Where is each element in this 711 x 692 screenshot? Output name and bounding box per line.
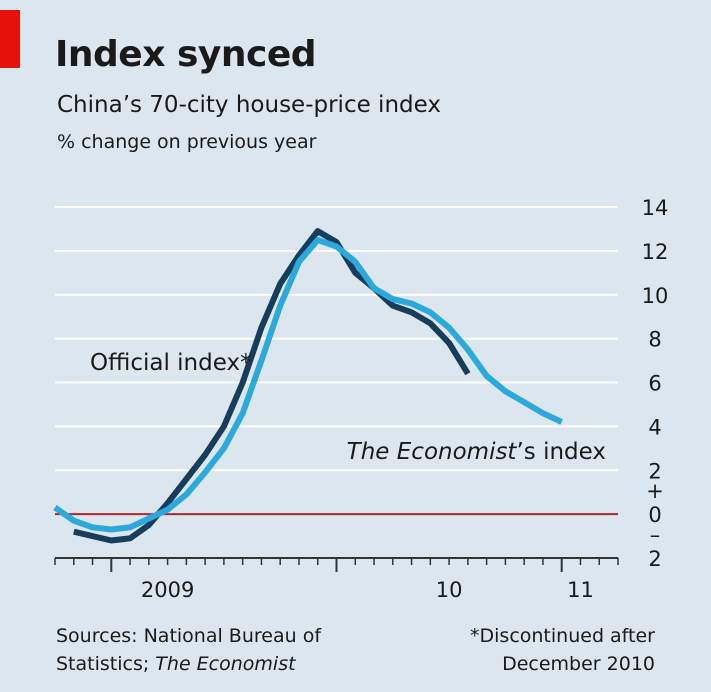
y-tick-minus-sign: – — [650, 523, 661, 547]
chart-subtitle: China’s 70-city house-price index — [57, 92, 441, 118]
x-tick-label: 11 — [567, 578, 594, 602]
y-tick-label: 2 — [648, 547, 661, 571]
chart-title: Index synced — [55, 34, 317, 75]
footnote-line-2: December 2010 — [502, 653, 655, 675]
y-tick-label: 0 — [648, 503, 661, 527]
y-tick-label: 2 — [648, 459, 661, 483]
x-tick-label: 2009 — [141, 578, 194, 602]
source-line-2-italic: The Economist — [155, 653, 296, 675]
annotation-economist-rest: ’s index — [516, 439, 606, 465]
y-tick-label: 8 — [648, 328, 661, 352]
y-tick-label: 12 — [642, 240, 669, 264]
series-line-official — [73, 228, 471, 544]
footnote-line-1: *Discontinued after — [470, 625, 655, 647]
source-line-2-prefix: Statistics; — [56, 653, 156, 675]
y-tick-label: 14 — [642, 196, 669, 220]
footnote: *Discontinued after December 2010 — [470, 622, 655, 678]
source-note: Sources: National Bureau of Statistics; … — [56, 622, 321, 678]
y-tick-label: 4 — [648, 415, 661, 439]
chart-unit-label: % change on previous year — [57, 131, 317, 153]
y-tick-label: 10 — [642, 284, 669, 308]
annotation-economist-italic: The Economist — [347, 439, 518, 465]
source-line-2: Statistics; The Economist — [56, 650, 321, 678]
annotation-official-index: Official index* — [90, 350, 252, 376]
y-tick-label: 6 — [648, 372, 661, 396]
y-tick-plus-sign: + — [646, 479, 664, 503]
source-line-1: Sources: National Bureau of — [56, 625, 322, 647]
accent-bar — [0, 10, 20, 68]
series-line-economist — [53, 236, 563, 533]
annotation-economist-index: The Economist’s index — [347, 439, 606, 465]
x-tick-label: 10 — [436, 578, 463, 602]
